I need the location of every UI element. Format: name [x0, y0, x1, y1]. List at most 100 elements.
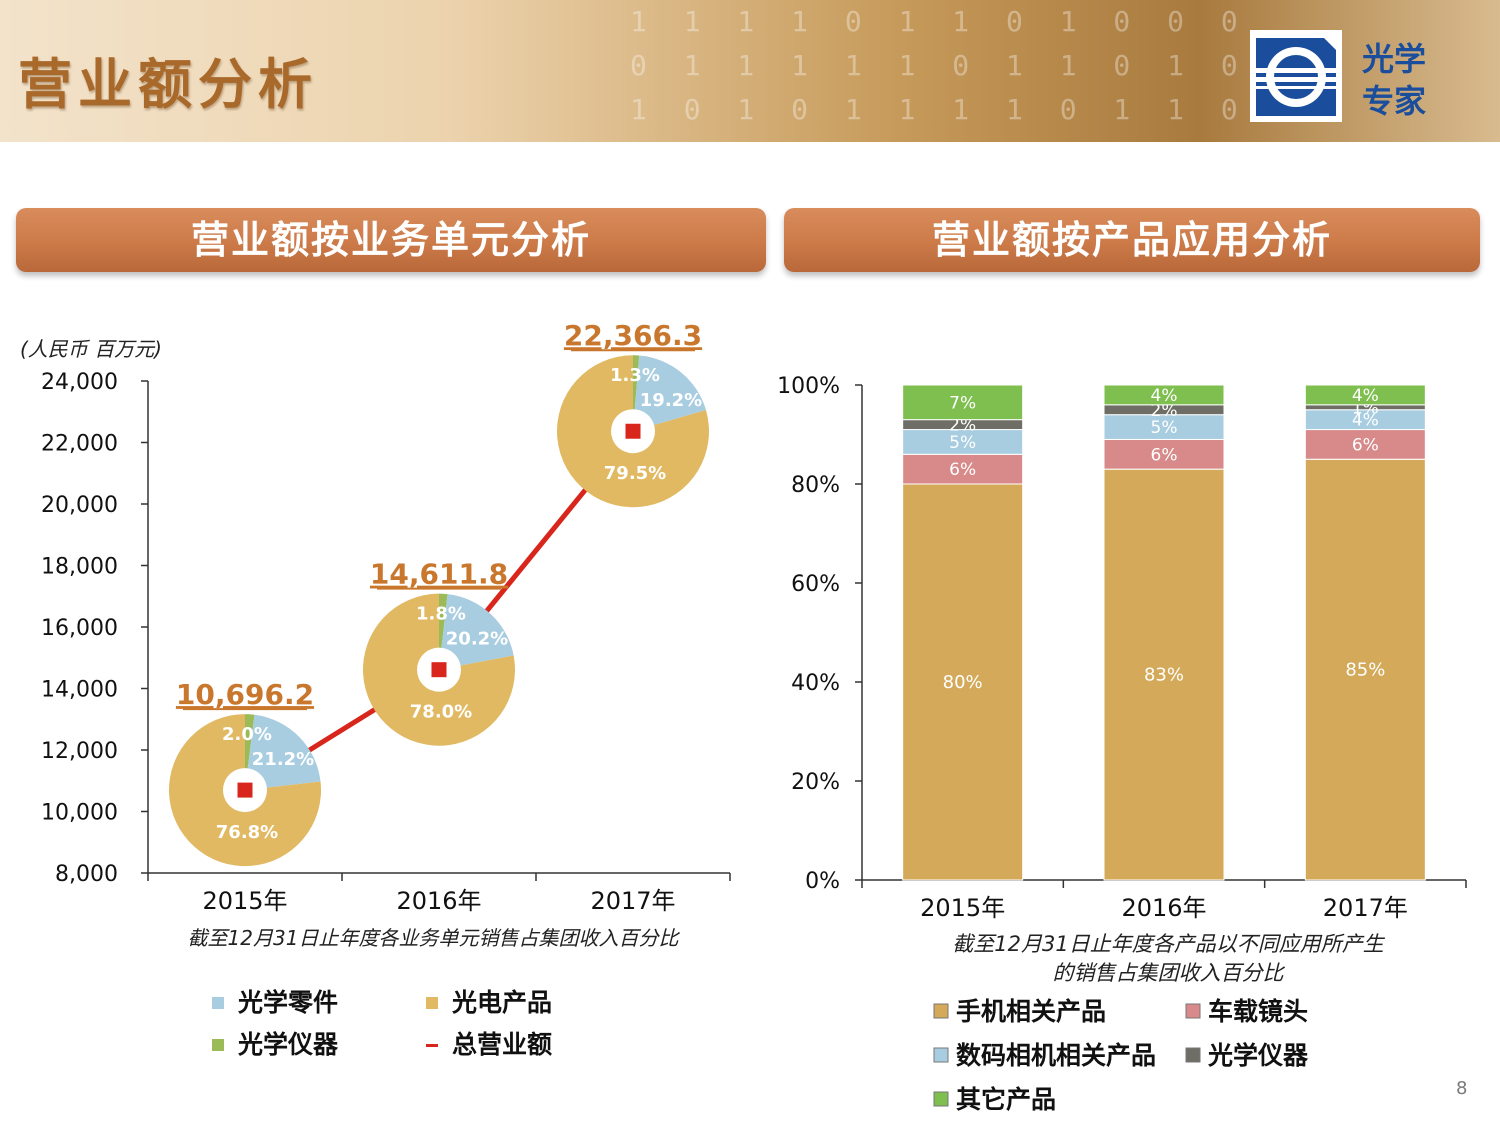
legend-square-icon — [1185, 1047, 1201, 1063]
logo-text-line1: 光学 — [1362, 40, 1427, 78]
revenue-by-business-chart: (人民币 百万元) 8,000 10,000 12,000 14,000 16,000 1… — [20, 319, 731, 1059]
pie-percent-label: 19.2% — [640, 390, 702, 411]
x-tick-label: 2017年 — [590, 887, 675, 915]
segment-value-label: 2% — [949, 416, 976, 436]
y-tick-label: 100% — [777, 374, 840, 399]
legend-label: 光电产品 — [451, 988, 552, 1017]
legend-label: 车载镜头 — [1208, 997, 1308, 1026]
stacked-bar-segment — [902, 429, 1024, 455]
y-tick-label: 12,000 — [41, 739, 118, 764]
revenue-value-labels: 10,696.2 14,611.8 22,366.3 — [176, 319, 702, 711]
y-tick-label: 8,000 — [55, 862, 118, 887]
y-tick-label: 16,000 — [41, 616, 118, 641]
x-tick-label: 2015年 — [920, 894, 1005, 922]
revenue-value-label: 22,366.3 — [564, 319, 702, 352]
y-tick-label: 80% — [791, 473, 840, 498]
legend-label: 光学仪器 — [237, 1030, 339, 1059]
y-tick-label: 40% — [791, 671, 840, 696]
legend-square-icon — [933, 1091, 949, 1107]
legend-square-icon — [933, 1003, 949, 1019]
revenue-markers — [236, 422, 642, 799]
pie-percent-label: 1.3% — [610, 365, 660, 386]
page-number: 8 — [1456, 1078, 1468, 1099]
y-tick-label: 20% — [791, 770, 840, 795]
stacked-bar-segment — [1103, 404, 1225, 416]
stacked-bar-segment — [1304, 384, 1426, 406]
stacked-bar-segment — [1304, 404, 1426, 411]
segment-value-label: 5% — [1151, 418, 1178, 438]
legend-label: 总营业额 — [452, 1030, 552, 1059]
right-caption-line2: 的销售占集团收入百分比 — [1053, 961, 1286, 985]
y-tick-label: 0% — [805, 869, 840, 894]
right-caption-line1: 截至12月31日止年度各产品以不同应用所产生 — [952, 932, 1385, 956]
pie-percent-label: 78.0% — [410, 702, 472, 723]
legend-label: 其它产品 — [956, 1085, 1056, 1114]
legend-line-icon — [426, 1044, 438, 1047]
logo-text-line2: 专家 — [1362, 82, 1427, 120]
segment-value-label: 6% — [949, 460, 976, 480]
segment-value-label: 85% — [1345, 660, 1385, 681]
revenue-point — [430, 661, 448, 679]
legend-label: 数码相机相关产品 — [956, 1041, 1156, 1070]
x-tick-label: 2016年 — [1121, 894, 1206, 922]
unit-label: (人民币 百万元) — [20, 337, 162, 361]
pie-percent-label: 2.0% — [222, 724, 272, 745]
binary-row: 1 1 1 1 0 1 1 0 1 0 0 0 — [630, 5, 1248, 38]
revenue-value-label: 14,611.8 — [370, 558, 508, 591]
binary-row: 1 0 1 0 1 1 1 1 0 1 1 0 — [630, 93, 1248, 126]
legend-label: 光学仪器 — [1207, 1041, 1309, 1070]
left-panel-banner: 营业额按业务单元分析 — [16, 208, 766, 272]
legend-square-icon — [933, 1047, 949, 1063]
stacked-bar-segment — [1103, 438, 1225, 470]
segment-value-label: 83% — [1144, 665, 1184, 686]
segment-value-label: 6% — [1352, 435, 1379, 455]
segment-value-label: 7% — [949, 393, 976, 413]
pie-percent-label: 21.2% — [252, 749, 314, 770]
stacked-bars: 80%6%5%2%7%83%6%5%2%4%85%6%4%1%4% — [902, 384, 1426, 881]
pie-percent-label: 1.8% — [416, 604, 466, 625]
logo-text: 光学 专家 — [1362, 38, 1442, 122]
segment-value-label: 5% — [949, 433, 976, 453]
segment-value-label: 4% — [1352, 411, 1379, 431]
legend-square-icon — [426, 997, 438, 1009]
right-panel-banner: 营业额按产品应用分析 — [784, 208, 1480, 272]
legend-label: 手机相关产品 — [956, 997, 1106, 1026]
stacked-bar-segment — [902, 384, 1024, 421]
legend-square-icon — [212, 1039, 224, 1051]
legend-label: 光学零件 — [237, 988, 338, 1017]
segment-value-label: 80% — [943, 672, 983, 693]
segment-value-label: 1% — [1352, 398, 1379, 418]
stacked-bar-segment — [1103, 468, 1225, 881]
pie-percent-label: 79.5% — [604, 463, 666, 484]
legend-square-icon — [1185, 1003, 1201, 1019]
pie-slice — [633, 355, 706, 432]
y-tick-label: 14,000 — [41, 678, 118, 703]
binary-decoration: 1 1 1 1 0 1 1 0 1 0 0 0 0 1 1 1 1 1 0 1 1… — [630, 0, 1500, 142]
y-tick-label: 18,000 — [41, 555, 118, 580]
pie-percent-label: 20.2% — [446, 629, 508, 650]
stacked-bar-segment — [1304, 458, 1426, 881]
left-caption: 截至12月31日止年度各业务单元销售占集团收入百分比 — [188, 926, 681, 950]
logo-graphic — [1250, 30, 1342, 122]
right-axes: 0% 20% 40% 60% 80% 100% 2015年 2016年 2017年 — [777, 374, 1467, 922]
segment-value-label: 6% — [1151, 445, 1178, 465]
y-tick-label: 10,000 — [41, 801, 118, 826]
segment-value-label: 4% — [1151, 386, 1178, 406]
stacked-bar-segment — [1103, 414, 1225, 440]
page-title: 营业额分析 — [18, 53, 318, 116]
segment-value-label: 2% — [1151, 401, 1178, 421]
binary-row: 0 1 1 1 1 1 0 1 1 0 1 0 — [630, 49, 1248, 82]
legend-square-icon — [212, 997, 224, 1009]
x-tick-label: 2015年 — [202, 887, 287, 915]
company-logo-icon — [1250, 30, 1342, 122]
revenue-point — [236, 781, 254, 799]
y-tick-label: 60% — [791, 572, 840, 597]
stacked-bar-segment — [1304, 409, 1426, 431]
revenue-value-label: 10,696.2 — [176, 678, 314, 711]
y-tick-label: 22,000 — [41, 432, 118, 457]
stacked-bar-segment — [902, 483, 1024, 881]
stacked-bar-segment — [902, 453, 1024, 485]
stacked-bar-segment — [1304, 429, 1426, 460]
